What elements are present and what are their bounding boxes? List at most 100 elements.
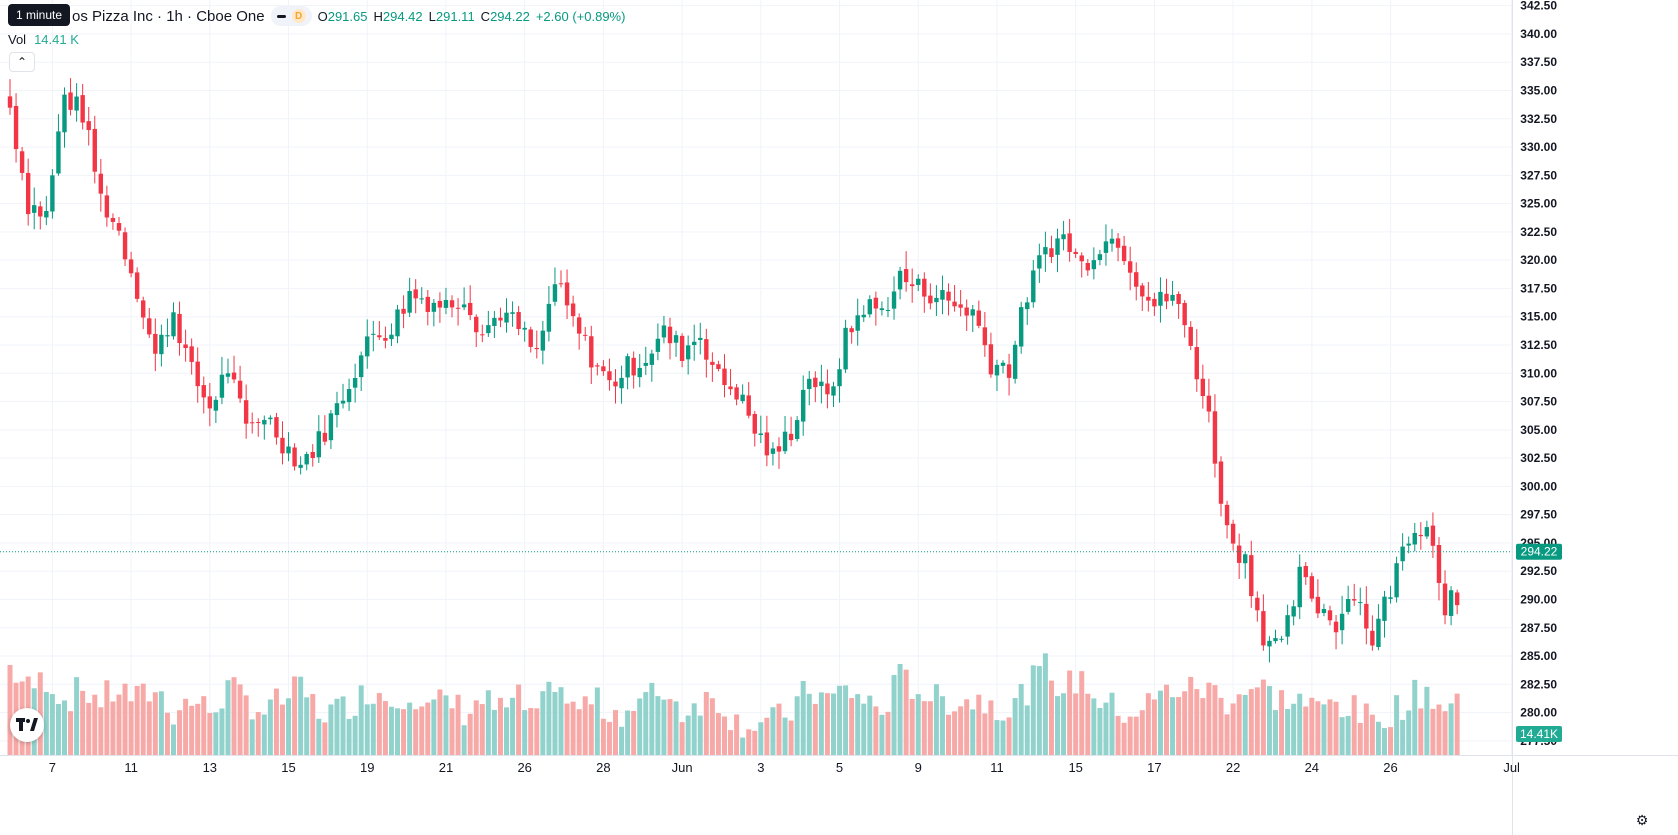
volume-bar bbox=[1000, 720, 1006, 755]
candle-body bbox=[679, 335, 685, 361]
volume-bar bbox=[1067, 670, 1073, 755]
candle-body bbox=[1037, 255, 1042, 269]
candle-body bbox=[1067, 233, 1072, 252]
candle-body bbox=[1236, 545, 1242, 563]
volume-bar bbox=[576, 709, 582, 755]
volume-bar bbox=[588, 704, 594, 755]
y-tick-label: 300.00 bbox=[1520, 479, 1557, 493]
candle-body bbox=[583, 334, 588, 336]
candle-body bbox=[328, 413, 334, 441]
candle-body bbox=[171, 312, 176, 337]
volume-bar bbox=[1339, 717, 1345, 755]
collapse-legend-button[interactable]: ⌃ bbox=[9, 52, 35, 72]
x-tick-label: 15 bbox=[281, 760, 295, 775]
volume-bar bbox=[1315, 701, 1321, 755]
volume-bar bbox=[68, 711, 74, 755]
volume-bar bbox=[915, 694, 921, 755]
volume-bar bbox=[1170, 697, 1176, 755]
y-tick-label: 280.00 bbox=[1520, 706, 1557, 720]
candle-body bbox=[340, 400, 346, 404]
candle-body bbox=[613, 381, 618, 387]
volume-bar bbox=[1073, 693, 1079, 755]
candle-body bbox=[1291, 606, 1296, 617]
candle-body bbox=[274, 417, 279, 438]
candle-body bbox=[74, 96, 79, 111]
candle-body bbox=[764, 432, 770, 456]
volume-bar bbox=[843, 685, 849, 755]
candle-body bbox=[1309, 576, 1315, 599]
volume-bar bbox=[1121, 722, 1127, 755]
candle-body bbox=[1315, 596, 1321, 614]
candle-body bbox=[716, 364, 721, 369]
candle-body bbox=[1152, 298, 1157, 307]
volume-bar bbox=[582, 696, 588, 755]
volume-bar bbox=[721, 716, 727, 755]
volume-bar bbox=[1230, 703, 1236, 755]
candle-body bbox=[534, 347, 539, 350]
volume-bar bbox=[558, 687, 564, 755]
candle-body bbox=[1188, 326, 1193, 346]
volume-bar bbox=[613, 710, 618, 755]
volume-bar bbox=[1164, 684, 1170, 755]
status-pill[interactable]: D bbox=[270, 6, 312, 26]
x-tick-label: 17 bbox=[1147, 760, 1161, 775]
candle-body bbox=[813, 377, 818, 388]
candle-body bbox=[1382, 596, 1387, 621]
volume-bar bbox=[661, 699, 667, 755]
volume-bar bbox=[1182, 691, 1188, 755]
volume-bar bbox=[1357, 722, 1363, 755]
symbol-title[interactable]: os Pizza Inc · 1h · Cboe One bbox=[72, 7, 265, 25]
candle-body bbox=[1018, 307, 1024, 347]
candle-body bbox=[237, 380, 243, 399]
volume-bar bbox=[358, 685, 364, 755]
candle-body bbox=[1224, 504, 1230, 526]
x-tick-label: 21 bbox=[439, 760, 453, 775]
volume-bar bbox=[764, 717, 770, 755]
y-tick-label: 325.00 bbox=[1520, 197, 1557, 211]
volume-bar bbox=[92, 694, 98, 755]
x-tick-label: 11 bbox=[124, 760, 138, 775]
volume-bar bbox=[1091, 698, 1097, 755]
candle-body bbox=[1031, 270, 1036, 303]
volume-bar bbox=[267, 699, 273, 755]
candle-body bbox=[377, 335, 382, 338]
volume-bar bbox=[824, 693, 830, 755]
volume-bar bbox=[1321, 704, 1327, 755]
candle-body bbox=[195, 361, 200, 387]
volume-bar bbox=[164, 712, 170, 755]
volume-bar bbox=[1424, 686, 1430, 755]
y-tick-label: 332.50 bbox=[1520, 112, 1557, 126]
volume-bar bbox=[243, 695, 249, 755]
volume-bar bbox=[976, 694, 982, 755]
volume-bar bbox=[746, 729, 752, 755]
volume-bar bbox=[437, 689, 443, 755]
volume-bar bbox=[818, 692, 824, 755]
volume-bar bbox=[431, 699, 437, 755]
candle-body bbox=[1103, 241, 1109, 253]
y-tick-label: 285.00 bbox=[1520, 649, 1557, 663]
volume-legend: Vol 14.41 K bbox=[8, 32, 79, 47]
volume-bar bbox=[873, 706, 879, 755]
open-value: 291.65 bbox=[327, 8, 368, 24]
candle-body bbox=[365, 336, 370, 357]
change-value: +2.60 (+0.89%) bbox=[535, 8, 626, 24]
gear-icon[interactable]: ⚙ bbox=[1635, 811, 1649, 828]
volume-bar bbox=[1012, 698, 1018, 755]
volume-bar bbox=[528, 707, 534, 755]
candle-body bbox=[201, 385, 206, 398]
volume-bar bbox=[837, 685, 843, 755]
candle-body bbox=[1442, 583, 1448, 616]
volume-bar bbox=[364, 704, 370, 755]
candle-body bbox=[44, 210, 49, 218]
tradingview-logo-icon[interactable] bbox=[10, 708, 44, 742]
candle-body bbox=[1243, 554, 1248, 564]
candle-body bbox=[1043, 247, 1048, 255]
volume-bar bbox=[249, 719, 255, 755]
volume-bar bbox=[340, 696, 346, 755]
volume-bar bbox=[812, 703, 818, 755]
candle-body bbox=[976, 310, 981, 326]
volume-bar bbox=[1272, 710, 1278, 755]
candle-body bbox=[1164, 293, 1169, 302]
candle-body bbox=[480, 334, 485, 336]
